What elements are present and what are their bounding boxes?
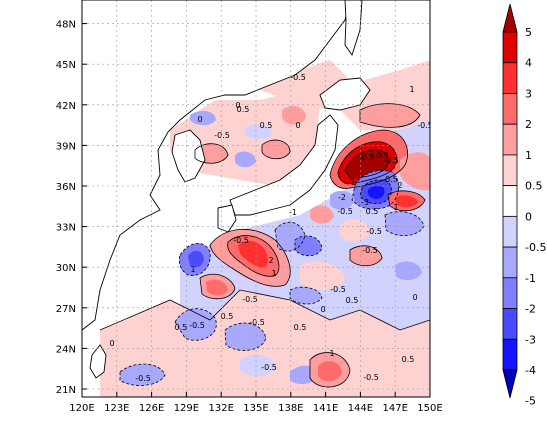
colorbar-label: 0 [525, 210, 532, 223]
lon-tick-label: 132E [208, 403, 233, 414]
contour-label: -3 [361, 198, 369, 207]
contour-label: 0 [235, 101, 240, 110]
contour-label: -0.5 [363, 373, 379, 382]
colorbar-label: -0.5 [525, 241, 546, 254]
colorbar-label: 2 [525, 118, 532, 131]
lon-tick-label: 129E [174, 403, 199, 414]
colorbar-bottom-arrow [502, 369, 518, 399]
contour-label: 2 [268, 256, 273, 265]
contour-label: -0.5 [249, 318, 265, 327]
contour-label: 0.5 [362, 153, 375, 162]
contour-label: -1 [289, 208, 297, 217]
contour-label: -0.5 [362, 246, 378, 255]
contour-lines [99, 103, 430, 388]
colorbar-segment [502, 93, 518, 125]
colorbar-segment [502, 154, 518, 187]
grid-lines [82, 0, 430, 397]
contour-label: -0.5 [290, 73, 306, 82]
contour-label: 1 [271, 269, 276, 278]
lat-tick-label: 39N [56, 141, 76, 152]
colorbar-segment [502, 338, 518, 371]
colorbar-label: -1 [525, 272, 536, 285]
lat-tick-label: 27N [56, 304, 76, 315]
lon-tick-label: 147E [382, 403, 407, 414]
contour-label: -0.5 [337, 207, 353, 216]
contour-label: 1 [393, 203, 398, 212]
colorbar-segment [502, 185, 518, 217]
lat-tick-label: 48N [56, 20, 76, 31]
contour-label: 1 [190, 265, 195, 274]
contour-label: -0.5 [189, 321, 205, 330]
lon-tick-label: 141E [313, 403, 338, 414]
colorbar-top-arrow [502, 3, 518, 33]
contour-label: -0.5 [242, 295, 258, 304]
lon-tick-label: 126E [139, 403, 164, 414]
contour-label: -0.5 [233, 236, 249, 245]
contour-label: 0.5 [237, 105, 250, 114]
contour-label: 0 [295, 121, 300, 130]
contour-label: 0 [412, 293, 417, 302]
contour-label: 2 [397, 181, 402, 190]
contour-label: -0.5 [417, 121, 433, 130]
contour-label: -0.5 [135, 374, 151, 383]
longitude-axis: 120E 123E 126E 129E 132E 135E 138E 141E 144E 147E… [69, 392, 443, 414]
contour-label: 0.5 [294, 323, 307, 332]
colorbar-label: 1 [525, 149, 532, 162]
contour-label: -2 [338, 193, 346, 202]
contour-label: -0.5 [366, 227, 382, 236]
lon-tick-label: 138E [278, 403, 303, 414]
contour-label: -0.5 [330, 285, 346, 294]
colorbar-label: 3 [525, 87, 532, 100]
lat-tick-label: 45N [56, 60, 76, 71]
contour-label: -0.5 [373, 151, 389, 160]
latitude-axis: 21N 24N 27N 30N 33N 36N 39N 42N 45N 48N [56, 20, 87, 396]
contour-label: 1 [409, 85, 414, 94]
lon-tick-label: 123E [104, 403, 129, 414]
colorbar-segment [502, 277, 518, 309]
contour-label: 0.5 [346, 296, 359, 305]
lat-tick-label: 21N [56, 385, 76, 396]
colorbar-segment [502, 62, 518, 94]
lat-tick-label: 36N [56, 182, 76, 193]
colorbar-label: -2 [525, 303, 536, 316]
contour-label: 0.5 [260, 121, 273, 130]
contour-label: 0.5 [221, 312, 234, 321]
colorbar-segment [502, 246, 518, 279]
lon-tick-label: 150E [417, 403, 442, 414]
lon-tick-label: 120E [69, 403, 94, 414]
colorbar: 5 4 3 2 1 0.5 0 -0.5 -1 -2 -3 -4 -5 [502, 3, 546, 408]
colorbar-label: -5 [525, 395, 536, 408]
contour-label: 0.5 [175, 323, 188, 332]
contour-label: 0.5 [366, 207, 379, 216]
contour-label: 0 [320, 305, 325, 314]
colorbar-label: -4 [525, 364, 536, 377]
colorbar-label: 0.5 [525, 180, 543, 193]
lat-tick-label: 33N [56, 223, 76, 234]
contour-label: 0 [197, 115, 202, 124]
contour-label: -0.5 [382, 175, 398, 184]
colorbar-label: 5 [525, 26, 532, 39]
lon-tick-label: 135E [243, 403, 268, 414]
contour-label: -0.5 [383, 156, 399, 165]
lat-tick-label: 30N [56, 263, 76, 274]
contour-label: -0.5 [261, 363, 277, 372]
contour-label: 0.5 [402, 355, 415, 364]
colorbar-segment [502, 123, 518, 156]
lat-tick-label: 42N [56, 101, 76, 112]
contour-label: 0 [109, 339, 114, 348]
colorbar-label: 4 [525, 57, 532, 70]
contour-label: -0.5 [214, 131, 230, 140]
colorbar-label: -3 [525, 333, 536, 346]
colorbar-segment [502, 308, 518, 340]
colorbar-segment [502, 215, 518, 248]
contour-label: 1 [329, 349, 334, 358]
contour-label: 1 [350, 178, 355, 187]
land-mask [82, 0, 371, 379]
lat-tick-label: 24N [56, 344, 76, 355]
lon-tick-label: 144E [348, 403, 373, 414]
colorbar-segment [502, 31, 518, 64]
